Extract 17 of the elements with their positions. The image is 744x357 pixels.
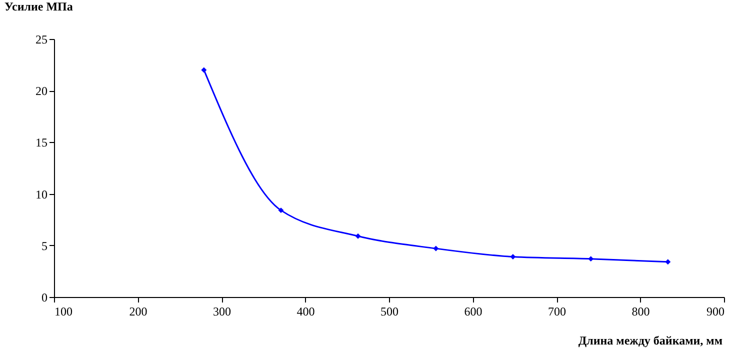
x-tick-label: 900 xyxy=(706,304,724,318)
y-tick-label: 0 xyxy=(42,290,48,304)
x-tick-label: 200 xyxy=(129,304,148,318)
x-tick-label: 500 xyxy=(380,304,398,318)
y-axis-title: Усилие МПа xyxy=(4,0,73,14)
y-tick-label: 25 xyxy=(36,32,48,46)
x-tick-label: 700 xyxy=(548,304,566,318)
y-tick-label: 15 xyxy=(36,136,48,150)
x-tick-label: 400 xyxy=(296,304,315,318)
y-tick-label: 10 xyxy=(36,187,48,202)
y-tick-label: 5 xyxy=(42,238,48,253)
x-tick-label: 800 xyxy=(632,304,650,318)
x-tick-label: 100 xyxy=(54,304,72,318)
x-axis-title: Длина между байками, мм xyxy=(578,334,722,348)
x-tick-label: 600 xyxy=(464,304,482,318)
x-tick-label: 300 xyxy=(213,304,231,318)
y-tick-label: 20 xyxy=(36,84,48,98)
